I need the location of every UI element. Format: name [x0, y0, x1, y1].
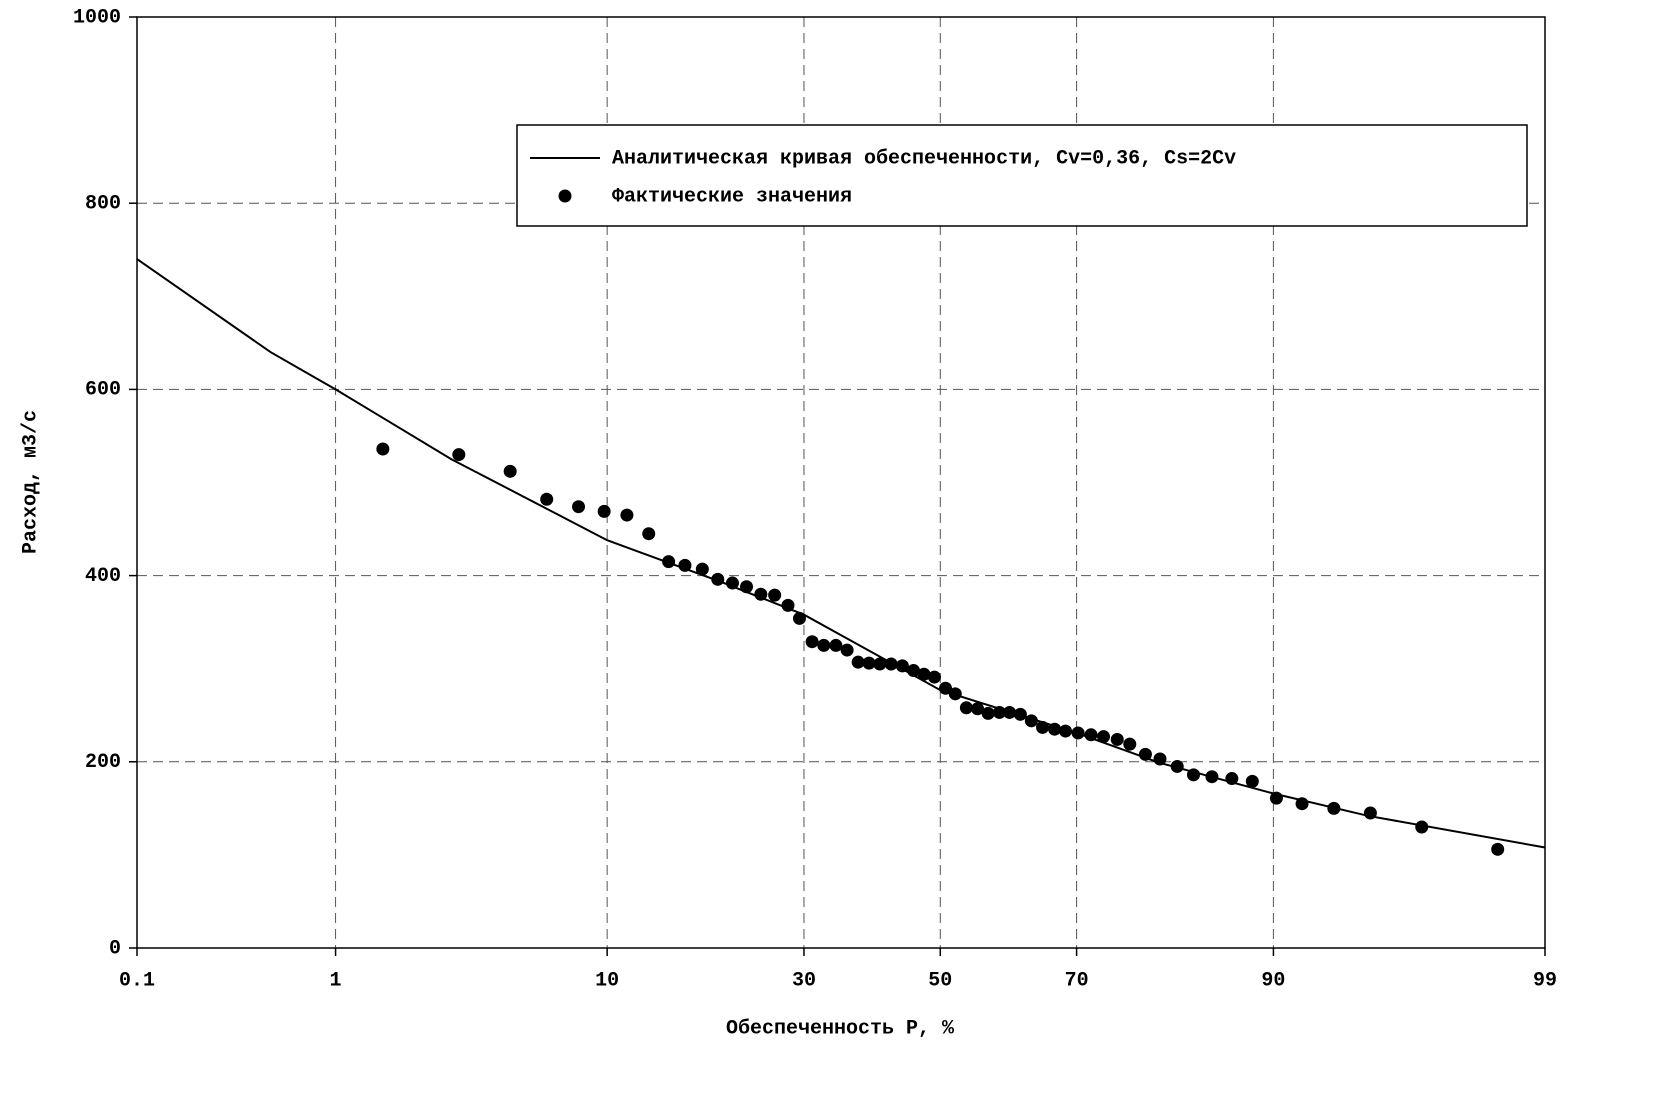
data-point	[1138, 747, 1152, 761]
data-point	[620, 508, 634, 522]
data-point	[948, 687, 962, 701]
x-tick-label: 0.1	[119, 969, 155, 992]
data-point	[1123, 737, 1137, 751]
data-point	[1295, 797, 1309, 811]
data-point	[781, 598, 795, 612]
data-point	[376, 442, 390, 456]
legend-label: Аналитическая кривая обеспеченности, Cv=…	[612, 147, 1236, 170]
data-point	[572, 500, 586, 514]
data-point	[1153, 752, 1167, 766]
data-point	[1269, 791, 1283, 805]
x-tick-label: 50	[928, 969, 952, 992]
data-point	[1327, 801, 1341, 815]
data-point	[768, 588, 782, 602]
data-point	[805, 635, 819, 649]
data-point	[740, 580, 754, 594]
data-point	[851, 655, 865, 669]
data-point	[1003, 705, 1017, 719]
data-point	[662, 555, 676, 569]
x-axis-label: Обеспеченность P, %	[726, 1017, 955, 1040]
data-point	[1186, 768, 1200, 782]
y-tick-label: 0	[109, 937, 121, 960]
data-point	[884, 657, 898, 671]
y-tick-label: 200	[85, 751, 121, 774]
data-point	[971, 702, 985, 716]
plot-frame	[136, 16, 1546, 949]
data-point	[1097, 730, 1111, 744]
x-tick-label: 70	[1065, 969, 1089, 992]
data-point	[754, 587, 768, 601]
y-tick-label: 800	[85, 192, 121, 215]
data-point	[817, 638, 831, 652]
data-point	[927, 670, 941, 684]
y-axis-label: Расход, м3/с	[19, 410, 42, 554]
data-point	[981, 706, 995, 720]
data-point	[503, 464, 517, 478]
legend: Аналитическая кривая обеспеченности, Cv=…	[516, 124, 1528, 227]
data-point	[938, 681, 952, 695]
data-point	[1205, 770, 1219, 784]
data-point	[1491, 842, 1505, 856]
data-point	[695, 562, 709, 576]
data-point	[1225, 772, 1239, 786]
x-tick-label: 90	[1261, 969, 1285, 992]
data-point	[1059, 724, 1073, 738]
data-point	[840, 643, 854, 657]
x-tick-label: 1	[330, 969, 342, 992]
data-point	[1036, 720, 1050, 734]
legend-box	[516, 124, 1528, 227]
data-point	[792, 611, 806, 625]
data-point	[642, 527, 656, 541]
data-point	[895, 659, 909, 673]
data-point	[597, 504, 611, 518]
x-tick-label: 10	[595, 969, 619, 992]
data-point	[992, 705, 1006, 719]
data-point	[959, 701, 973, 715]
x-tick-label: 30	[792, 969, 816, 992]
data-point	[1363, 806, 1377, 820]
data-point	[1071, 726, 1085, 740]
data-point	[917, 667, 931, 681]
data-point	[1170, 759, 1184, 773]
data-point	[873, 657, 887, 671]
data-point	[540, 492, 554, 506]
y-tick-label: 600	[85, 379, 121, 402]
x-tick-label: 99	[1533, 969, 1557, 992]
data-point	[862, 656, 876, 670]
data-point	[829, 638, 843, 652]
legend-label: Фактические значения	[612, 185, 852, 208]
legend-marker	[558, 189, 572, 203]
data-point	[1415, 820, 1429, 834]
data-point	[1013, 707, 1027, 721]
data-point	[725, 576, 739, 590]
data-point	[907, 664, 921, 678]
data-point	[1024, 714, 1038, 728]
data-point	[1110, 732, 1124, 746]
data-point	[1245, 774, 1259, 788]
data-point	[1048, 722, 1062, 736]
data-point	[711, 572, 725, 586]
data-point	[1084, 728, 1098, 742]
data-point	[452, 448, 466, 462]
curve	[136, 258, 1546, 849]
y-tick-label: 1000	[73, 6, 121, 29]
y-tick-label: 400	[85, 565, 121, 588]
data-point	[678, 558, 692, 572]
